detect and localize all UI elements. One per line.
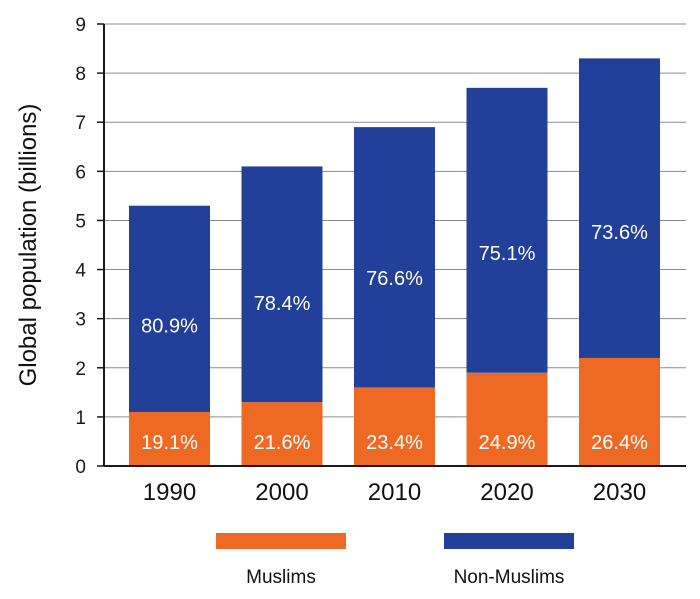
x-tick-label-2000: 2000	[255, 479, 308, 506]
data-label-non-muslims-1990: 80.9%	[141, 315, 198, 337]
data-label-muslims-2000: 21.6%	[254, 432, 311, 454]
x-tick-label-2020: 2020	[480, 479, 533, 506]
bar-non-muslims-1990	[129, 205, 210, 412]
data-label-non-muslims-2010: 76.6%	[366, 268, 423, 290]
data-label-muslims-2010: 23.4%	[366, 432, 423, 454]
y-tick-label-7: 7	[75, 113, 86, 134]
bar-muslims-1990	[129, 411, 210, 466]
data-label-muslims-2030: 26.4%	[591, 432, 648, 454]
bars	[129, 58, 660, 466]
legend-label-muslims: Muslims	[246, 567, 316, 588]
bar-non-muslims-2000	[241, 166, 323, 403]
y-tick-label-9: 9	[75, 15, 86, 36]
data-label-non-muslims-2030: 73.6%	[591, 222, 648, 244]
bar-non-muslims-2020	[466, 87, 548, 373]
legend: Muslims Non-Muslims	[216, 533, 574, 588]
y-tick-label-6: 6	[75, 162, 86, 183]
y-tick-label-3: 3	[75, 310, 86, 331]
y-tick-label-4: 4	[75, 261, 86, 282]
x-tick-label-2010: 2010	[368, 479, 421, 506]
legend-label-non-muslims: Non-Muslims	[454, 567, 565, 588]
y-tick-label-5: 5	[75, 211, 86, 232]
y-tick-label-1: 1	[75, 408, 86, 429]
bar-muslims-2000	[241, 402, 323, 466]
y-axis-label: Global population (billions)	[15, 104, 42, 387]
data-label-muslims-2020: 24.9%	[479, 432, 536, 454]
data-label-muslims-1990: 19.1%	[141, 432, 198, 454]
data-label-non-muslims-2000: 78.4%	[254, 293, 311, 315]
data-labels: 19.1% 80.9% 21.6% 78.4% 23.4% 76.6% 24.9% 75.1%…	[141, 222, 648, 454]
y-tick-label-2: 2	[75, 359, 86, 380]
bar-non-muslims-2010	[354, 127, 435, 388]
bar-muslims-2020	[466, 372, 548, 466]
axes: 0 1 2 3 4 5 6 7 8 9 1990 2000 2010 2020 2030	[75, 15, 686, 506]
bar-muslims-2010	[354, 387, 435, 466]
x-tick-label-2030: 2030	[593, 479, 646, 506]
data-label-non-muslims-2020: 75.1%	[479, 243, 536, 265]
y-tick-label-8: 8	[75, 64, 86, 85]
bar-non-muslims-2030	[579, 58, 660, 358]
bar-muslims-2030	[579, 357, 660, 466]
y-tick-label-0: 0	[75, 457, 86, 478]
x-tick-label-1990: 1990	[143, 479, 196, 506]
legend-swatch-non-muslims	[444, 533, 574, 549]
legend-swatch-muslims	[216, 533, 346, 549]
